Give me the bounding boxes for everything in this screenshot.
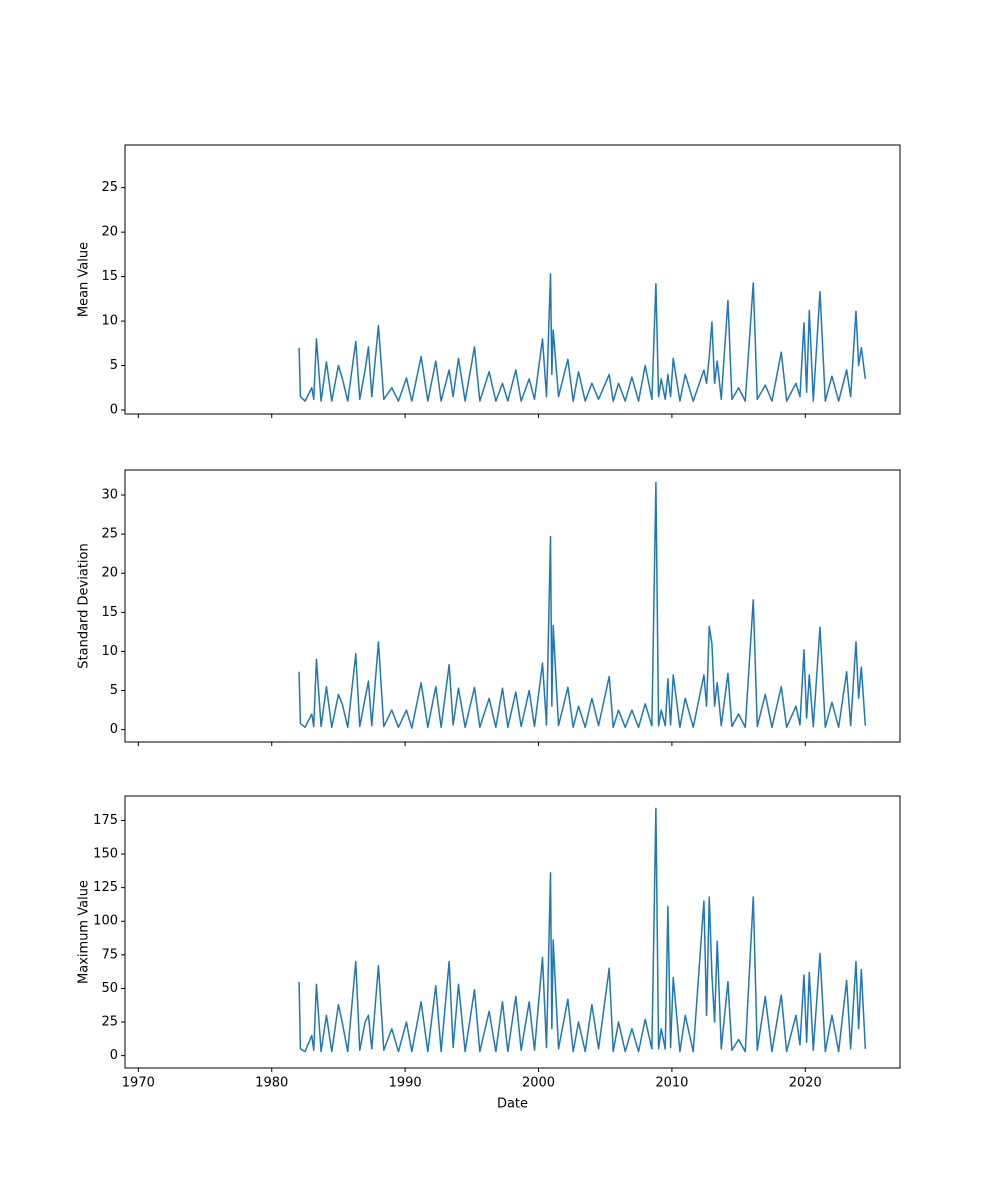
data-line — [298, 807, 867, 1053]
y-tick-label: 25 — [101, 180, 118, 195]
y-tick-label: 0 — [110, 1048, 118, 1063]
y-tick-label: 175 — [93, 813, 118, 828]
x-tick-label: 1990 — [389, 1076, 422, 1091]
axes-frame — [124, 469, 901, 743]
y-tick-label: 50 — [101, 981, 118, 996]
y-tick-label: 20 — [101, 566, 118, 581]
axes-frame — [124, 144, 901, 415]
x-tick-label: 2000 — [522, 1076, 555, 1091]
y-tick-label: 10 — [101, 314, 118, 329]
x-tick-label: 1980 — [255, 1076, 288, 1091]
axes-frame — [124, 795, 901, 1069]
x-tick-label: 2020 — [789, 1076, 822, 1091]
y-tick-label: 10 — [101, 644, 118, 659]
y-axis-label: Standard Deviation — [77, 543, 92, 668]
y-tick-label: 30 — [101, 488, 118, 503]
x-axis-label: Date — [497, 1097, 528, 1112]
data-line — [298, 481, 867, 729]
y-tick-label: 100 — [93, 914, 118, 929]
y-tick-label: 0 — [110, 722, 118, 737]
y-tick-label: 75 — [101, 947, 118, 962]
y-axis-label: Maximum Value — [77, 880, 92, 984]
y-tick-label: 125 — [93, 880, 118, 895]
y-axis-label: Mean Value — [77, 242, 92, 317]
y-tick-label: 25 — [101, 1015, 118, 1030]
x-tick-label: 1970 — [122, 1076, 155, 1091]
x-tick-label: 2010 — [655, 1076, 688, 1091]
y-tick-label: 15 — [101, 269, 118, 284]
y-tick-label: 15 — [101, 605, 118, 620]
y-tick-label: 25 — [101, 527, 118, 542]
y-tick-label: 150 — [93, 847, 118, 862]
y-tick-label: 5 — [110, 358, 118, 373]
y-tick-label: 0 — [110, 402, 118, 417]
y-tick-label: 20 — [101, 225, 118, 240]
y-tick-label: 5 — [110, 683, 118, 698]
data-line — [298, 273, 867, 402]
